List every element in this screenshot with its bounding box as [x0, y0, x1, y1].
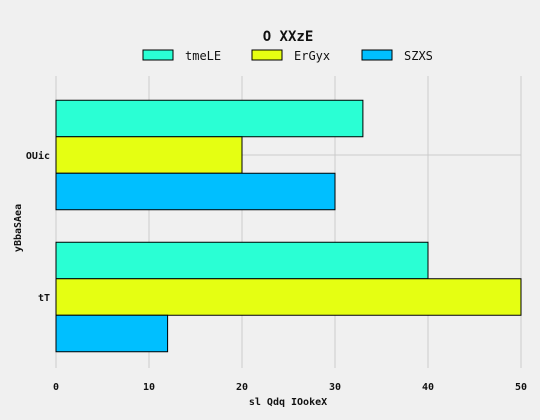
bars — [55, 99, 522, 353]
legend-swatch — [142, 49, 174, 61]
bar — [55, 278, 522, 316]
chart-title: O XXzE — [263, 29, 314, 45]
bar — [55, 136, 243, 174]
x-ticks: 0 10 20 30 40 50 — [53, 382, 527, 393]
legend-swatch — [251, 49, 283, 61]
x-axis-label: sl Qdq IOokeX — [249, 397, 327, 408]
legend-label: ErGyx — [294, 49, 330, 63]
bar — [55, 241, 429, 280]
x-tick-label: 30 — [329, 382, 341, 393]
x-tick-label: 0 — [53, 382, 59, 393]
legend-label: tmeLE — [185, 49, 221, 63]
x-tick-label: 10 — [143, 382, 155, 393]
legend-label: SZXS — [404, 49, 433, 63]
bar — [55, 314, 169, 353]
y-tick-label: OUic — [26, 150, 50, 162]
x-tick-label: 40 — [422, 382, 434, 393]
y-axis-label: yBbaSAea — [13, 204, 24, 252]
bar — [55, 99, 364, 138]
legend-swatch — [361, 49, 393, 61]
bar — [55, 172, 336, 211]
x-tick-label: 50 — [515, 382, 527, 393]
x-tick-label: 20 — [236, 382, 248, 393]
legend: tmeLE ErGyx SZXS — [142, 49, 433, 63]
y-tick-label: tT — [38, 293, 50, 304]
y-ticks: OUic tT — [26, 150, 50, 304]
